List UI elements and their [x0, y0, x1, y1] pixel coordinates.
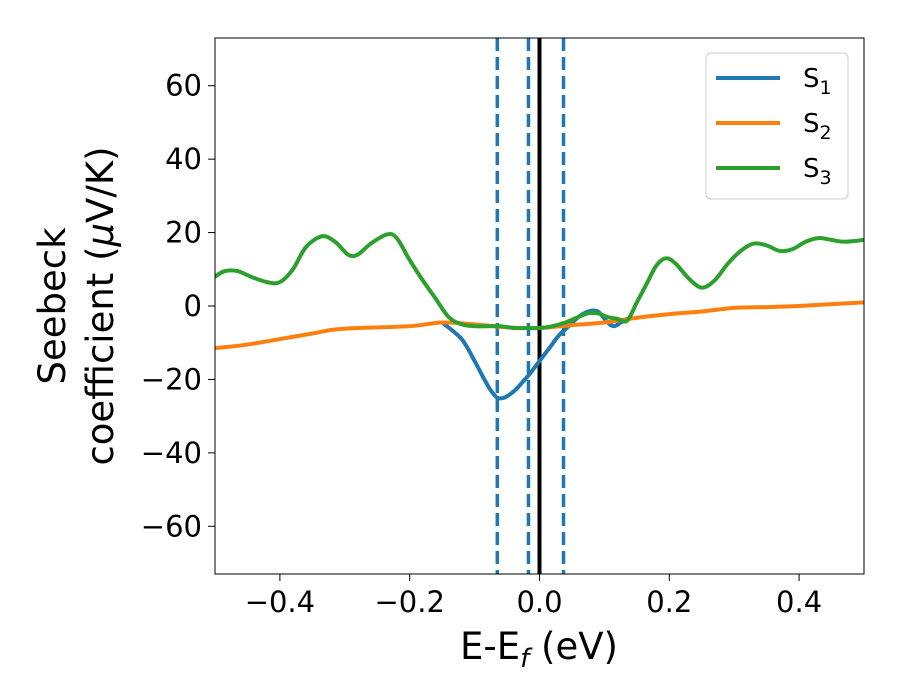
y-tick-label: −40 — [141, 436, 202, 470]
legend-entry-s1: S1 — [716, 64, 832, 99]
x-tick-label: 0.0 — [516, 585, 562, 619]
x-tick-label: −0.4 — [245, 585, 315, 619]
legend-entry-s3: S3 — [716, 154, 832, 189]
legend-label: S3 — [803, 154, 832, 189]
y-tick-label: 20 — [165, 216, 202, 250]
legend-entry-s2: S2 — [716, 109, 832, 144]
y-tick-label: 0 — [184, 289, 202, 323]
y-tick-label: −60 — [141, 509, 202, 543]
legend-label: S1 — [803, 64, 832, 99]
x-tick-label: −0.2 — [374, 585, 444, 619]
x-axis-ticks: −0.4 −0.2 0.0 0.2 0.4 — [245, 574, 822, 619]
y-axis-label-line2: coefficient (μV/K) — [79, 146, 122, 465]
y-tick-label: 60 — [165, 69, 202, 103]
legend-label: S2 — [803, 109, 832, 144]
y-tick-label: −20 — [141, 362, 202, 396]
y-axis-ticks: −60 −40 −20 0 20 40 60 — [141, 69, 215, 543]
x-tick-label: 0.2 — [646, 585, 692, 619]
vertical-reference-lines — [495, 38, 566, 574]
y-tick-label: 40 — [165, 142, 202, 176]
legend-box — [705, 52, 849, 200]
series-lines — [215, 231, 864, 401]
legend: S1 S2 S3 — [705, 52, 849, 200]
x-tick-label: 0.4 — [776, 585, 822, 619]
plot-area — [214, 37, 865, 575]
series-line-s3 — [215, 231, 864, 331]
y-axis-label: Seebeck coefficient (μV/K) — [31, 146, 122, 465]
y-axis-label-line1: Seebeck — [31, 227, 74, 385]
x-axis-label: E-Ef (eV) — [460, 625, 618, 674]
